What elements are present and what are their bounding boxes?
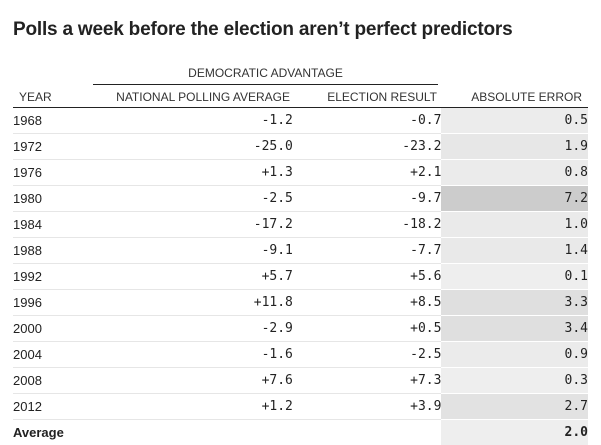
row-year: 1972 bbox=[13, 134, 94, 160]
average-polling-empty bbox=[94, 420, 293, 445]
table-title: Polls a week before the election aren’t … bbox=[13, 19, 512, 41]
row-polling-average: +5.7 bbox=[94, 264, 293, 290]
average-label: Average bbox=[13, 420, 94, 445]
row-year: 1996 bbox=[13, 290, 94, 316]
row-election-result: +8.5 bbox=[293, 290, 442, 316]
row-election-result: +2.1 bbox=[293, 160, 442, 186]
column-header-absolute-error: ABSOLUTE ERROR bbox=[437, 90, 582, 104]
row-absolute-error: 0.5 bbox=[441, 108, 588, 134]
average-result-empty bbox=[293, 420, 442, 445]
row-polling-average: +7.6 bbox=[94, 368, 293, 394]
row-polling-average: -9.1 bbox=[94, 238, 293, 264]
row-absolute-error: 2.7 bbox=[441, 394, 588, 420]
row-polling-average: -2.5 bbox=[94, 186, 293, 212]
row-election-result: -18.2 bbox=[293, 212, 442, 238]
row-absolute-error: 0.3 bbox=[441, 368, 588, 394]
row-polling-average: -25.0 bbox=[94, 134, 293, 160]
row-year: 1992 bbox=[13, 264, 94, 290]
row-polling-average: -17.2 bbox=[94, 212, 293, 238]
row-election-result: -7.7 bbox=[293, 238, 442, 264]
row-year: 2004 bbox=[13, 342, 94, 368]
row-absolute-error: 1.9 bbox=[441, 134, 588, 160]
row-election-result: -9.7 bbox=[293, 186, 442, 212]
row-election-result: +3.9 bbox=[293, 394, 442, 420]
row-polling-average: +1.2 bbox=[94, 394, 293, 420]
row-absolute-error: 7.2 bbox=[441, 186, 588, 212]
row-year: 2008 bbox=[13, 368, 94, 394]
row-absolute-error: 1.4 bbox=[441, 238, 588, 264]
group-header-democratic-advantage: DEMOCRATIC ADVANTAGE bbox=[93, 66, 438, 80]
row-polling-average: +11.8 bbox=[94, 290, 293, 316]
row-year: 1968 bbox=[13, 108, 94, 134]
row-absolute-error: 1.0 bbox=[441, 212, 588, 238]
row-polling-average: -1.2 bbox=[94, 108, 293, 134]
column-header-election-result: ELECTION RESULT bbox=[290, 90, 437, 104]
row-year: 1988 bbox=[13, 238, 94, 264]
row-polling-average: +1.3 bbox=[94, 160, 293, 186]
row-election-result: -23.2 bbox=[293, 134, 442, 160]
average-row: Average 2.0 bbox=[13, 420, 588, 445]
group-header-rule bbox=[93, 84, 438, 85]
row-absolute-error: 0.9 bbox=[441, 342, 588, 368]
row-absolute-error: 3.3 bbox=[441, 290, 588, 316]
column-header-year: YEAR bbox=[19, 90, 52, 104]
row-absolute-error: 0.8 bbox=[441, 160, 588, 186]
row-election-result: +7.3 bbox=[293, 368, 442, 394]
row-polling-average: -1.6 bbox=[94, 342, 293, 368]
row-year: 1976 bbox=[13, 160, 94, 186]
row-polling-average: -2.9 bbox=[94, 316, 293, 342]
row-election-result: -0.7 bbox=[293, 108, 442, 134]
row-year: 1984 bbox=[13, 212, 94, 238]
row-year: 2000 bbox=[13, 316, 94, 342]
row-election-result: +5.6 bbox=[293, 264, 442, 290]
row-absolute-error: 3.4 bbox=[441, 316, 588, 342]
column-header-polling-average: NATIONAL POLLING AVERAGE bbox=[93, 90, 290, 104]
row-absolute-error: 0.1 bbox=[441, 264, 588, 290]
average-absolute-error: 2.0 bbox=[441, 420, 588, 445]
row-year: 2012 bbox=[13, 394, 94, 420]
row-election-result: -2.5 bbox=[293, 342, 442, 368]
row-year: 1980 bbox=[13, 186, 94, 212]
row-election-result: +0.5 bbox=[293, 316, 442, 342]
